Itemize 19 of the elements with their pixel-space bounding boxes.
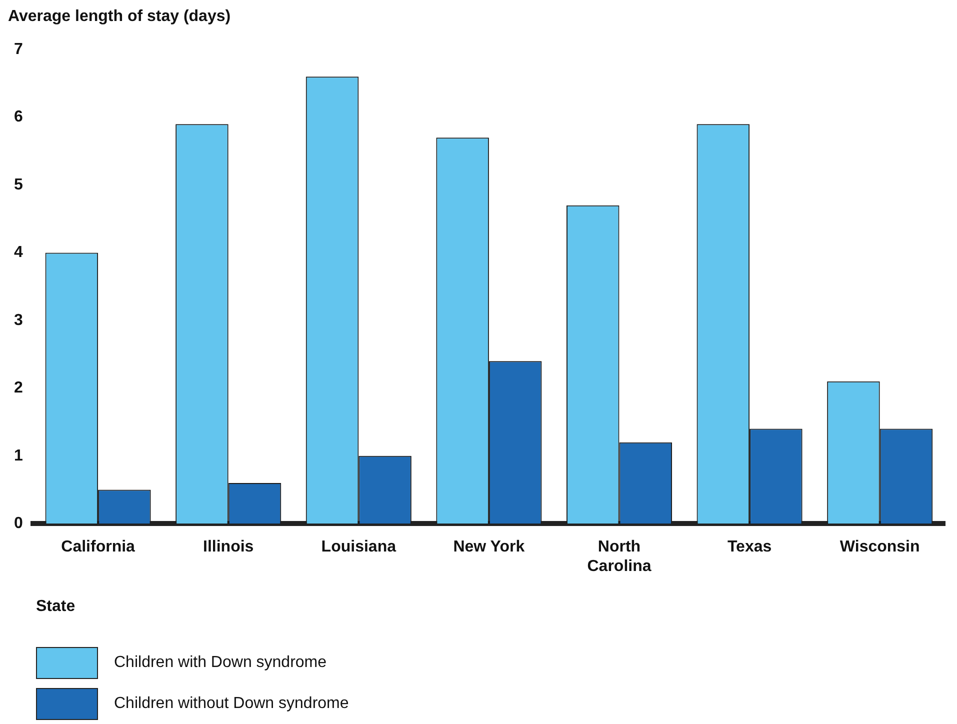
legend-label: Children without Down syndrome bbox=[114, 695, 349, 713]
x-axis-title: State bbox=[36, 598, 76, 616]
x-tick-label: California bbox=[61, 538, 136, 556]
y-tick-label: 7 bbox=[14, 41, 23, 58]
x-tick-label: Louisiana bbox=[321, 538, 396, 556]
y-tick-label: 5 bbox=[14, 176, 23, 194]
x-tick-label: Wisconsin bbox=[840, 538, 920, 556]
y-tick-label: 3 bbox=[14, 312, 23, 329]
y-tick-label: 4 bbox=[14, 244, 23, 262]
y-tick-label: 2 bbox=[14, 380, 23, 397]
y-axis-title: Average length of stay (days) bbox=[8, 8, 231, 26]
y-tick-label: 0 bbox=[14, 515, 23, 532]
x-tick-label: Illinois bbox=[203, 538, 254, 556]
x-tick-label: North Carolina bbox=[587, 538, 652, 575]
x-tick-label: New York bbox=[453, 538, 525, 556]
y-tick-label: 6 bbox=[14, 108, 23, 126]
y-tick-label: 1 bbox=[14, 447, 23, 464]
legend-label: Children with Down syndrome bbox=[114, 654, 327, 672]
x-tick-label: Texas bbox=[727, 538, 772, 556]
